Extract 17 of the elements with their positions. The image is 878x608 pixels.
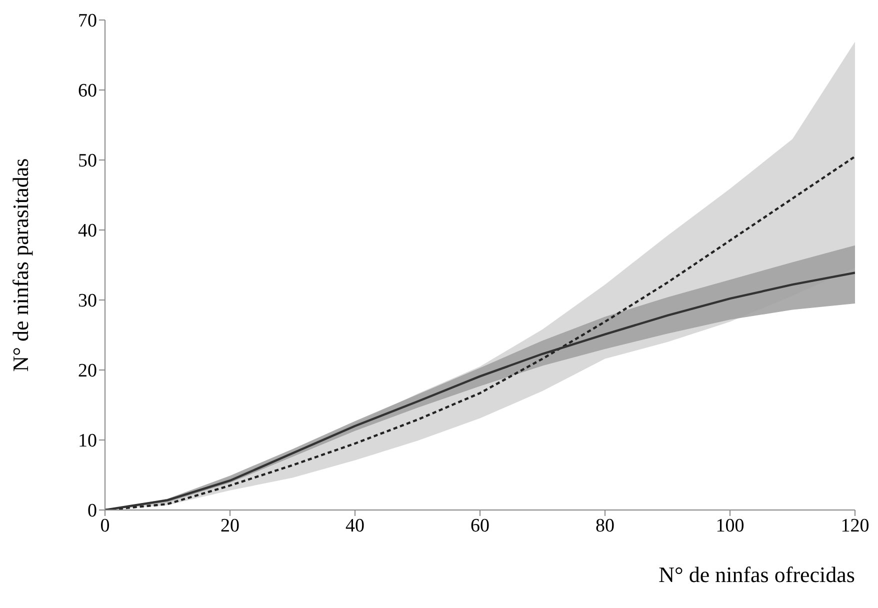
y-tick-label: 70 xyxy=(78,10,97,32)
x-tick-label: 20 xyxy=(220,515,240,536)
y-tick-label: 30 xyxy=(78,290,97,312)
y-tick-label: 40 xyxy=(78,220,97,242)
x-tick-label: 120 xyxy=(840,515,870,536)
y-tick-label: 60 xyxy=(78,80,97,102)
x-tick-label: 60 xyxy=(470,515,490,536)
y-tick-label: 0 xyxy=(88,500,97,522)
y-tick-label: 20 xyxy=(78,360,97,382)
y-tick-label: 50 xyxy=(78,150,97,172)
x-axis-title: N° de ninfas ofrecidas xyxy=(658,562,855,587)
y-tick-label: 10 xyxy=(78,430,97,452)
x-tick-label: 80 xyxy=(596,515,614,536)
y-axis-title: N° de ninfas parasitadas xyxy=(8,158,33,372)
x-tick-label: 100 xyxy=(716,515,744,536)
x-tick-label: 0 xyxy=(100,515,110,536)
x-tick-label: 40 xyxy=(346,515,364,536)
